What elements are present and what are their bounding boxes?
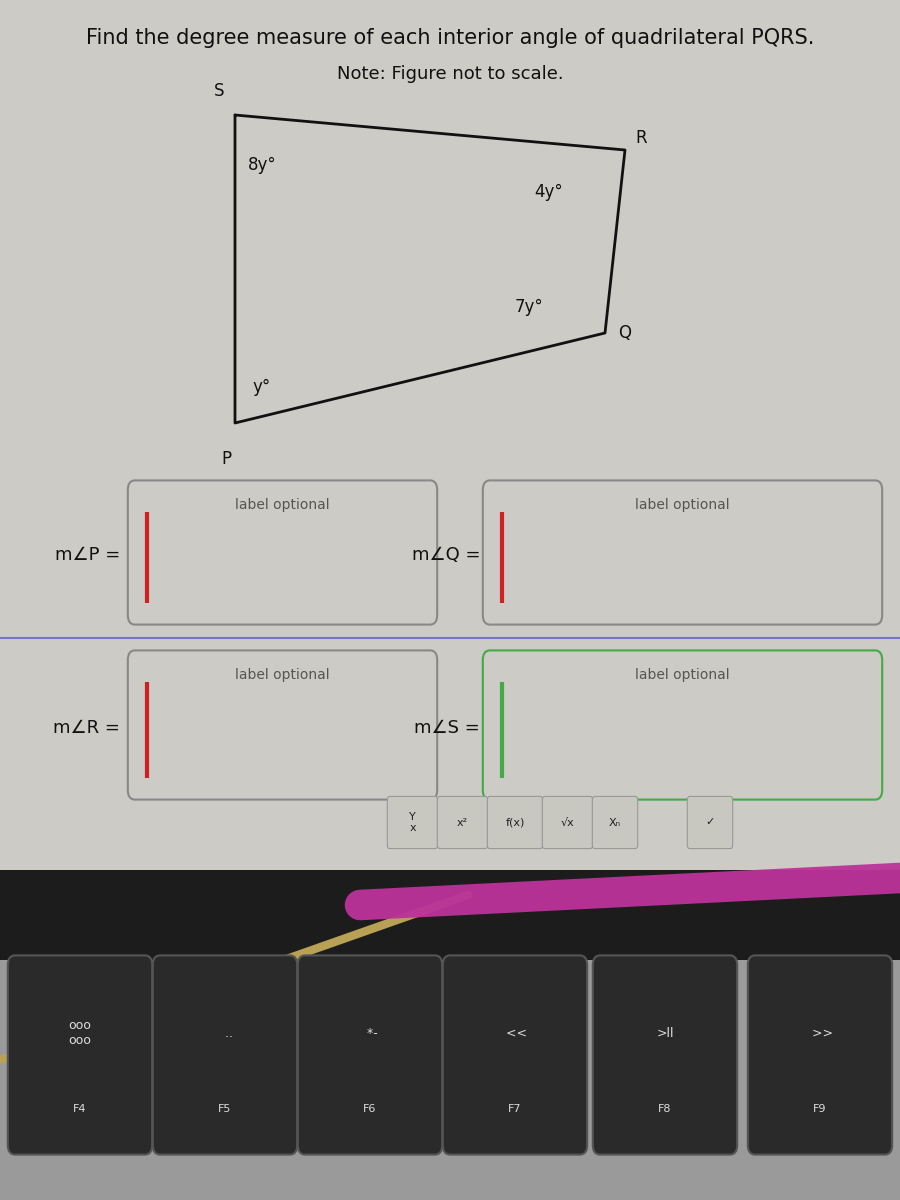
Text: label optional: label optional <box>235 498 329 512</box>
Text: √x: √x <box>561 817 574 828</box>
Text: 8y°: 8y° <box>248 156 276 174</box>
FancyBboxPatch shape <box>437 797 488 848</box>
Text: Q: Q <box>618 324 631 342</box>
Text: x²: x² <box>457 817 468 828</box>
Text: P: P <box>220 450 231 468</box>
FancyBboxPatch shape <box>688 797 733 848</box>
FancyBboxPatch shape <box>487 797 543 848</box>
FancyBboxPatch shape <box>593 955 737 1154</box>
Text: m∠R =: m∠R = <box>53 719 120 737</box>
Bar <box>0 870 900 1200</box>
FancyBboxPatch shape <box>482 650 882 799</box>
Text: ..: .. <box>217 1027 233 1040</box>
Text: m∠S =: m∠S = <box>414 719 480 737</box>
Text: Find the degree measure of each interior angle of quadrilateral PQRS.: Find the degree measure of each interior… <box>86 28 814 48</box>
FancyBboxPatch shape <box>543 797 593 848</box>
FancyBboxPatch shape <box>298 955 442 1154</box>
Text: y°: y° <box>253 378 271 396</box>
Text: label optional: label optional <box>235 668 329 683</box>
FancyBboxPatch shape <box>8 955 152 1154</box>
FancyBboxPatch shape <box>482 480 882 624</box>
Text: ✓: ✓ <box>706 817 715 828</box>
FancyBboxPatch shape <box>128 480 437 624</box>
Text: label optional: label optional <box>635 498 730 512</box>
Text: Note: Figure not to scale.: Note: Figure not to scale. <box>337 65 563 83</box>
FancyBboxPatch shape <box>592 797 638 848</box>
Text: m∠Q =: m∠Q = <box>411 546 480 564</box>
Text: f(x): f(x) <box>505 817 525 828</box>
FancyBboxPatch shape <box>443 955 587 1154</box>
Text: >>: >> <box>807 1027 833 1040</box>
Text: 4y°: 4y° <box>534 182 562 200</box>
FancyBboxPatch shape <box>748 955 892 1154</box>
Text: F9: F9 <box>814 1104 827 1114</box>
Text: ooo
ooo: ooo ooo <box>68 1020 92 1048</box>
Text: F5: F5 <box>219 1104 231 1114</box>
Text: F4: F4 <box>73 1104 86 1114</box>
FancyBboxPatch shape <box>153 955 297 1154</box>
Text: >ll: >ll <box>656 1027 674 1040</box>
Text: S: S <box>213 82 224 100</box>
Text: Y
x: Y x <box>410 811 416 833</box>
FancyBboxPatch shape <box>128 650 437 799</box>
Text: F8: F8 <box>658 1104 671 1114</box>
Text: F7: F7 <box>508 1104 522 1114</box>
Text: *-: *- <box>363 1027 377 1040</box>
Text: R: R <box>635 128 647 146</box>
Text: F6: F6 <box>364 1104 377 1114</box>
FancyBboxPatch shape <box>387 797 437 848</box>
Bar <box>0 960 900 1200</box>
Text: <<: << <box>502 1027 527 1040</box>
Text: label optional: label optional <box>635 668 730 683</box>
Text: 7y°: 7y° <box>514 298 543 316</box>
Text: m∠P =: m∠P = <box>55 546 120 564</box>
Text: Xₙ: Xₙ <box>609 817 621 828</box>
